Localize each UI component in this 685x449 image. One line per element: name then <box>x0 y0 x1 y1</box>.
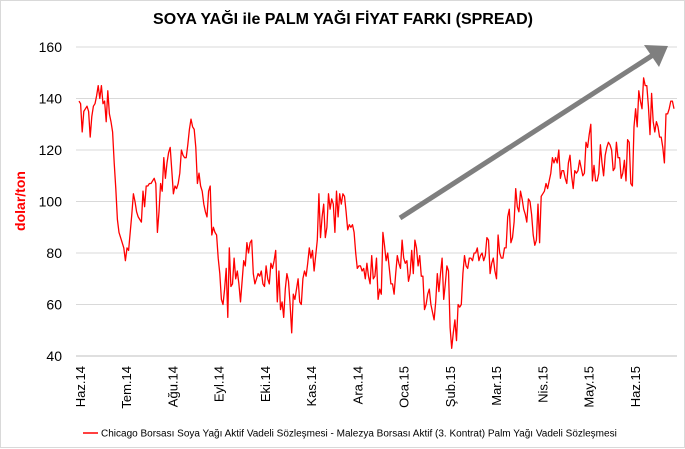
x-tick-label: May.15 <box>582 366 597 408</box>
trend-arrow-shaft <box>398 52 655 221</box>
x-tick-label: Ara.14 <box>350 366 365 404</box>
y-tick-label: 140 <box>39 91 63 107</box>
trend-arrow-layer <box>398 45 668 221</box>
x-tick-label: Oca.15 <box>397 366 412 408</box>
y-tick-label: 80 <box>46 245 62 261</box>
x-tick-layer: Haz.14 Tem.14 Ağu.14 Eyl.14 Eki.14 Kas.14 Ara.… <box>73 366 643 409</box>
x-tick-label: Ağu.14 <box>165 366 180 407</box>
x-tick-label: Nis.15 <box>535 366 550 403</box>
chart-title: SOYA YAĞI ile PALM YAĞI FİYAT FARKI (SPR… <box>153 9 533 28</box>
x-tick-label: Mar.15 <box>489 366 504 406</box>
x-tick-label: Eki.14 <box>258 366 273 402</box>
series-line <box>78 77 675 349</box>
y-tick-label: 160 <box>39 39 63 55</box>
legend-label: Chicago Borsası Soya Yağı Aktif Vadeli S… <box>101 429 617 440</box>
x-tick-label: Kas.14 <box>304 366 319 406</box>
y-tick-label: 120 <box>39 142 63 158</box>
y-tick-label: 60 <box>46 297 62 313</box>
x-tick-label: Eyl.14 <box>212 366 227 402</box>
x-tick-label: Tem.14 <box>119 366 134 409</box>
x-tick-label: Haz.14 <box>73 366 88 407</box>
legend: Chicago Borsası Soya Yağı Aktif Vadeli S… <box>83 429 617 440</box>
y-tick-label: 100 <box>39 194 63 210</box>
trend-arrow-head <box>644 45 668 67</box>
x-tick-label: Haz.15 <box>628 366 643 407</box>
y-axis-label: dolar/ton <box>12 171 28 231</box>
y-tick-layer: 40 60 80 100 120 140 160 <box>39 39 63 364</box>
y-tick-label: 40 <box>46 348 62 364</box>
series-layer <box>78 77 675 349</box>
x-tick-label: Şub.15 <box>443 366 458 407</box>
grid-layer <box>76 46 677 357</box>
